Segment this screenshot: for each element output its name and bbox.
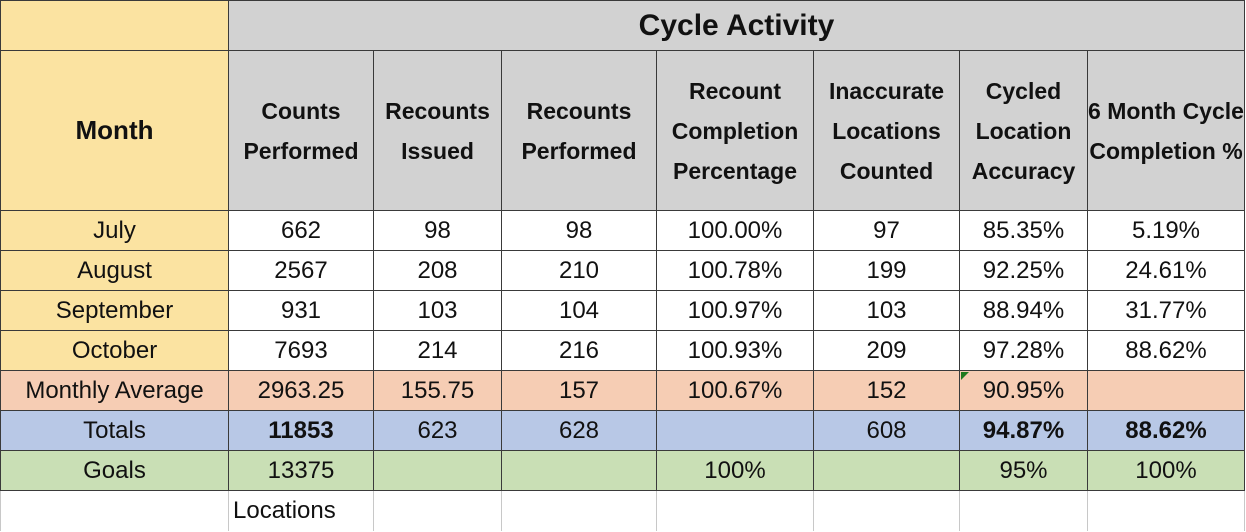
accuracy-cell[interactable]: 97.28%: [959, 330, 1088, 371]
month-cell[interactable]: September: [0, 290, 229, 331]
counts-cell[interactable]: 7693: [228, 330, 374, 371]
counts-cell[interactable]: 662: [228, 210, 374, 251]
counts-cell[interactable]: 931: [228, 290, 374, 331]
empty-cell[interactable]: [0, 490, 229, 531]
average-label[interactable]: Monthly Average: [0, 370, 229, 411]
table-row: September 931 103 104 100.97% 103 88.94%…: [0, 290, 1245, 331]
avg-accuracy-cell[interactable]: 90.95%: [959, 370, 1088, 411]
header-recount-completion[interactable]: Recount Completion Percentage: [656, 50, 814, 211]
totals-row: Totals 11853 623 628 608 94.87% 88.62%: [0, 410, 1245, 451]
empty-cell[interactable]: [959, 490, 1088, 531]
table-row: August 2567 208 210 100.78% 199 92.25% 2…: [0, 250, 1245, 291]
inaccurate-cell[interactable]: 103: [813, 290, 960, 331]
header-counts-performed[interactable]: Counts Performed: [228, 50, 374, 211]
table-row: July 662 98 98 100.00% 97 85.35% 5.19%: [0, 210, 1245, 251]
completion-cell[interactable]: 100.93%: [656, 330, 814, 371]
monthly-average-row: Monthly Average 2963.25 155.75 157 100.6…: [0, 370, 1245, 411]
avg-issued-cell[interactable]: 155.75: [373, 370, 502, 411]
six-month-cell[interactable]: 24.61%: [1087, 250, 1245, 291]
counts-cell[interactable]: 2567: [228, 250, 374, 291]
empty-cell[interactable]: [656, 490, 814, 531]
avg-six-month-cell[interactable]: [1087, 370, 1245, 411]
empty-cell[interactable]: [501, 490, 657, 531]
performed-cell[interactable]: 210: [501, 250, 657, 291]
month-cell[interactable]: August: [0, 250, 229, 291]
header-recounts-issued[interactable]: Recounts Issued: [373, 50, 502, 211]
accuracy-cell[interactable]: 88.94%: [959, 290, 1088, 331]
avg-counts-cell[interactable]: 2963.25: [228, 370, 374, 411]
table-title[interactable]: Cycle Activity: [228, 0, 1245, 51]
performed-cell[interactable]: 98: [501, 210, 657, 251]
total-six-month-cell[interactable]: 88.62%: [1087, 410, 1245, 451]
month-cell[interactable]: October: [0, 330, 229, 371]
six-month-cell[interactable]: 31.77%: [1087, 290, 1245, 331]
completion-cell[interactable]: 100.78%: [656, 250, 814, 291]
total-inaccurate-cell[interactable]: 608: [813, 410, 960, 451]
empty-cell[interactable]: [813, 490, 960, 531]
accuracy-cell[interactable]: 85.35%: [959, 210, 1088, 251]
goal-issued-cell[interactable]: [373, 450, 502, 491]
locations-note[interactable]: Locations: [228, 490, 374, 531]
goals-row: Goals 13375 100% 95% 100%: [0, 450, 1245, 491]
issued-cell[interactable]: 208: [373, 250, 502, 291]
performed-cell[interactable]: 216: [501, 330, 657, 371]
goal-performed-cell[interactable]: [501, 450, 657, 491]
header-month[interactable]: Month: [0, 50, 229, 211]
empty-cell[interactable]: [1087, 490, 1245, 531]
inaccurate-cell[interactable]: 97: [813, 210, 960, 251]
header-inaccurate-locations[interactable]: Inaccurate Locations Counted: [813, 50, 960, 211]
inaccurate-cell[interactable]: 209: [813, 330, 960, 371]
issued-cell[interactable]: 214: [373, 330, 502, 371]
goal-accuracy-cell[interactable]: 95%: [959, 450, 1088, 491]
total-completion-cell[interactable]: [656, 410, 814, 451]
footer-row: Locations: [0, 490, 1245, 531]
total-counts-cell[interactable]: 11853: [228, 410, 374, 451]
month-cell[interactable]: July: [0, 210, 229, 251]
completion-cell[interactable]: 100.00%: [656, 210, 814, 251]
goal-completion-cell[interactable]: 100%: [656, 450, 814, 491]
performed-cell[interactable]: 104: [501, 290, 657, 331]
totals-label[interactable]: Totals: [0, 410, 229, 451]
issued-cell[interactable]: 98: [373, 210, 502, 251]
six-month-cell[interactable]: 5.19%: [1087, 210, 1245, 251]
avg-performed-cell[interactable]: 157: [501, 370, 657, 411]
corner-cell[interactable]: [0, 0, 229, 51]
goal-six-month-cell[interactable]: 100%: [1087, 450, 1245, 491]
total-accuracy-cell[interactable]: 94.87%: [959, 410, 1088, 451]
header-recounts-performed[interactable]: Recounts Performed: [501, 50, 657, 211]
goals-label[interactable]: Goals: [0, 450, 229, 491]
issued-cell[interactable]: 103: [373, 290, 502, 331]
header-six-month-completion[interactable]: 6 Month Cycle Completion %: [1087, 50, 1245, 211]
header-cycled-accuracy[interactable]: Cycled Location Accuracy: [959, 50, 1088, 211]
inaccurate-cell[interactable]: 199: [813, 250, 960, 291]
comment-indicator-icon: [961, 372, 969, 380]
table-row: October 7693 214 216 100.93% 209 97.28% …: [0, 330, 1245, 371]
total-performed-cell[interactable]: 628: [501, 410, 657, 451]
empty-cell[interactable]: [373, 490, 502, 531]
total-issued-cell[interactable]: 623: [373, 410, 502, 451]
avg-completion-cell[interactable]: 100.67%: [656, 370, 814, 411]
goal-inaccurate-cell[interactable]: [813, 450, 960, 491]
six-month-cell[interactable]: 88.62%: [1087, 330, 1245, 371]
accuracy-cell[interactable]: 92.25%: [959, 250, 1088, 291]
avg-inaccurate-cell[interactable]: 152: [813, 370, 960, 411]
completion-cell[interactable]: 100.97%: [656, 290, 814, 331]
goal-counts-cell[interactable]: 13375: [228, 450, 374, 491]
